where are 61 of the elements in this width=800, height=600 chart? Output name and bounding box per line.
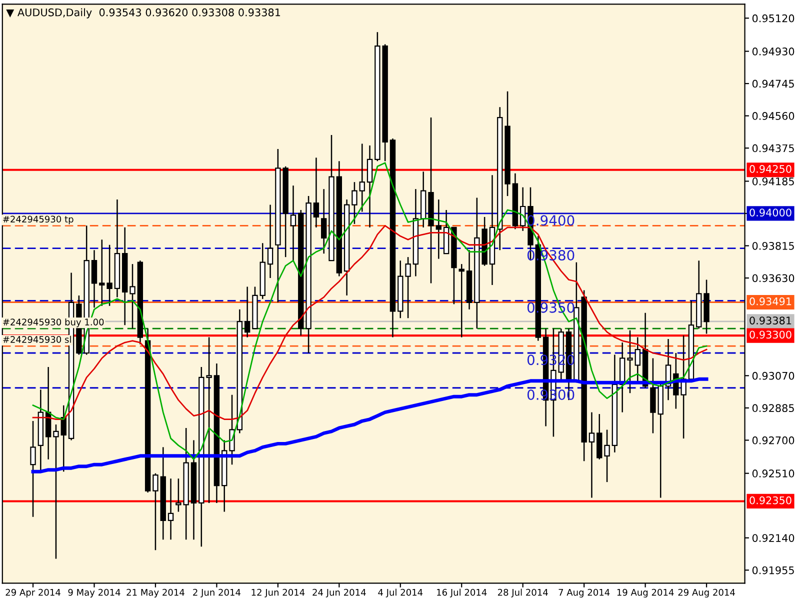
y-tick-label: 0.93630: [752, 274, 794, 282]
x-tick-label: 21 May 2014: [126, 588, 184, 598]
candlestick: [229, 394, 235, 466]
candlestick: [458, 263, 464, 338]
candlestick: [359, 143, 365, 212]
candlestick: [588, 412, 595, 498]
ref-line-label: 0.93491: [750, 297, 792, 306]
ref-line-label: #242945930 tp: [3, 216, 74, 224]
candlestick: [99, 239, 105, 307]
y-tick-label: 0.92510: [752, 470, 794, 478]
x-tick-label: 12 Jun 2014: [252, 588, 305, 598]
candlestick: [152, 472, 158, 551]
ref-line-label: 0.93381: [750, 316, 792, 324]
candlestick: [634, 336, 640, 384]
x-tick-label: 16 Jul 2014: [437, 588, 487, 598]
y-tick-label: 0.92140: [752, 534, 794, 542]
candlestick: [313, 157, 320, 228]
candlestick: [130, 263, 136, 330]
candlestick: [627, 330, 633, 394]
x-tick-label: 9 May 2014: [68, 588, 120, 598]
candlestick: [436, 198, 442, 260]
candlestick: [168, 478, 174, 540]
y-tick-label: 0.94375: [752, 144, 794, 152]
y-tick-label: 0.94185: [752, 177, 794, 186]
y-tick-label: 0.95120: [752, 14, 794, 22]
x-tick-label: 19 Aug 2014: [617, 588, 674, 598]
ref-line-label: 0.94000: [750, 208, 792, 216]
ref-line-label: 0.92350: [750, 496, 792, 504]
ref-line-label: #242945930 sl: [3, 336, 71, 343]
candlestick: [206, 336, 212, 504]
candlestick: [604, 429, 610, 483]
candlestick: [267, 204, 274, 279]
candlestick: [405, 256, 411, 319]
ref-line-label: 0.94250: [750, 165, 792, 173]
x-tick-label: 2 Jun 2014: [193, 588, 240, 598]
candlestick: [106, 244, 112, 307]
y-tick-label: 0.92885: [752, 404, 794, 412]
candlestick: [244, 286, 250, 338]
y-tick-label: 0.94560: [752, 112, 794, 120]
candlestick: [366, 144, 373, 228]
x-tick-label: 28 Jul 2014: [498, 588, 548, 598]
x-tick-label: 29 Apr 2014: [6, 588, 60, 598]
x-tick-label: 24 Jun 2014: [312, 588, 366, 598]
candlestick: [30, 420, 36, 518]
y-tick-label: 0.91955: [752, 566, 794, 574]
ref-line-label: #242945930 buy 1.00: [3, 318, 104, 328]
y-tick-label: 0.94745: [752, 80, 794, 88]
x-tick-label: 4 Jul 2014: [378, 588, 423, 598]
x-tick-label: 7 Aug 2014: [558, 588, 610, 598]
y-tick-label: 0.93815: [752, 242, 794, 250]
candlestick: [53, 424, 59, 560]
y-tick-label: 0.93070: [752, 372, 794, 380]
candlestick: [321, 188, 327, 254]
x-tick-label: 29 Aug 2014: [678, 588, 735, 598]
y-tick-label: 0.92700: [752, 436, 794, 444]
candlestick: [290, 184, 296, 262]
candlestick: [91, 249, 98, 308]
ref-line-label: 0.93300: [750, 330, 792, 339]
chart-title: ▼ AUDUSD,Daily 0.93543 0.93620 0.93308 0.93381: [6, 8, 280, 18]
candlestick: [352, 181, 358, 225]
y-tick-label: 0.94930: [752, 48, 794, 56]
